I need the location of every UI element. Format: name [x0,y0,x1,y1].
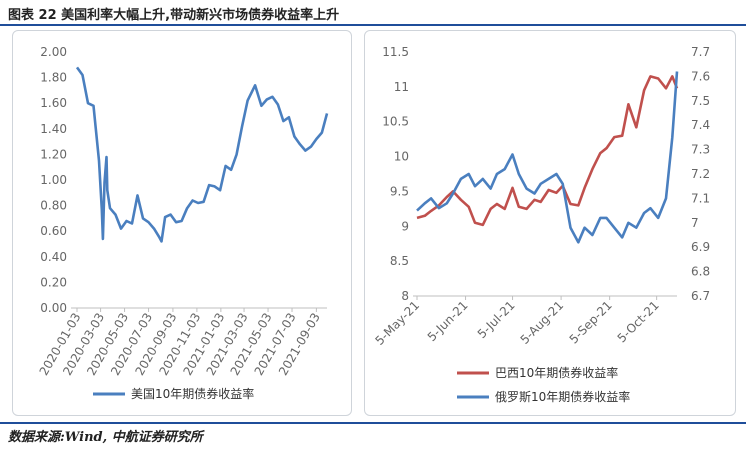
x-tick-label: 5-May-21 [373,298,423,348]
y-tick-label-left: 11 [394,80,409,94]
x-tick-label: 5-Jun-21 [425,298,471,344]
y-tick-label-left: 8.5 [390,254,409,268]
y-tick-label-right: 7 [691,216,699,230]
y-tick-label: 0.60 [40,224,67,238]
y-tick-label: 1.00 [40,173,67,187]
brazil-yield-series-line [416,75,679,227]
source-note: 数据来源:Wind, 中航证券研究所 [8,430,203,445]
x-tick-label: 5-Sep-21 [567,298,615,346]
legend-label-russia: 俄罗斯10年期债券收益率 [495,389,630,404]
x-tick-label: 5-Aug-21 [518,298,567,347]
y-tick-label-right: 7.1 [691,191,710,205]
us-yield-chart-panel: 2.00 1.80 1.60 1.40 1.20 1.00 0.80 0.60 0.40 0.20… [12,30,352,416]
y-tick-label-right: 7.4 [691,118,710,132]
y-tick-label-left: 9 [401,219,409,233]
y-tick-label-right: 6.7 [691,289,710,303]
y-tick-label-right: 6.9 [691,240,710,254]
y-tick-label: 2.00 [40,45,67,59]
y-tick-label: 1.80 [40,71,67,85]
y-tick-label-left: 8 [401,289,409,303]
y-tick-label: 0.80 [40,199,67,213]
em-yield-chart: 11.5 11 10.5 10 9.5 9 8.5 8 7.7 7.6 7.5 7.4 7.3 7.2 7.… [373,45,711,404]
y-tick-label: 1.20 [40,147,67,161]
y-tick-label-right: 7.5 [691,94,710,108]
legend-label-us: 美国10年期债券收益率 [131,386,254,401]
x-tick-label: 5-Jul-21 [475,298,518,341]
y-tick-label: 1.60 [40,96,67,110]
russia-yield-series-line [416,71,679,244]
y-tick-label: 0.00 [40,301,67,315]
y-tick-label-right: 7.7 [691,45,710,59]
us-yield-chart: 2.00 1.80 1.60 1.40 1.20 1.00 0.80 0.60 0.40 0.20… [37,45,329,401]
y-tick-label-left: 10 [394,150,409,164]
y-tick-label-left: 10.5 [382,115,409,129]
x-tick-label: 5-Oct-21 [615,298,662,345]
y-tick-label-left: 9.5 [390,184,409,198]
y-tick-label-right: 7.3 [691,143,710,157]
y-tick-label: 0.40 [40,250,67,264]
source-divider [0,422,746,424]
title-divider [0,24,746,26]
page-title: 图表 22 美国利率大幅上升,带动新兴市场债券收益率上升 [8,8,340,23]
em-yield-chart-panel: 11.5 11 10.5 10 9.5 9 8.5 8 7.7 7.6 7.5 7.4 7.3 7.2 7.… [364,30,736,416]
y-tick-label-right: 7.2 [691,167,710,181]
y-tick-label: 1.40 [40,122,67,136]
legend-label-brazil: 巴西10年期债券收益率 [495,365,618,380]
y-tick-label-right: 7.6 [691,69,710,83]
y-tick-label: 0.20 [40,275,67,289]
y-tick-label-right: 6.8 [691,265,710,279]
y-tick-label-left: 11.5 [382,45,409,59]
us-yield-series-line [75,66,329,243]
